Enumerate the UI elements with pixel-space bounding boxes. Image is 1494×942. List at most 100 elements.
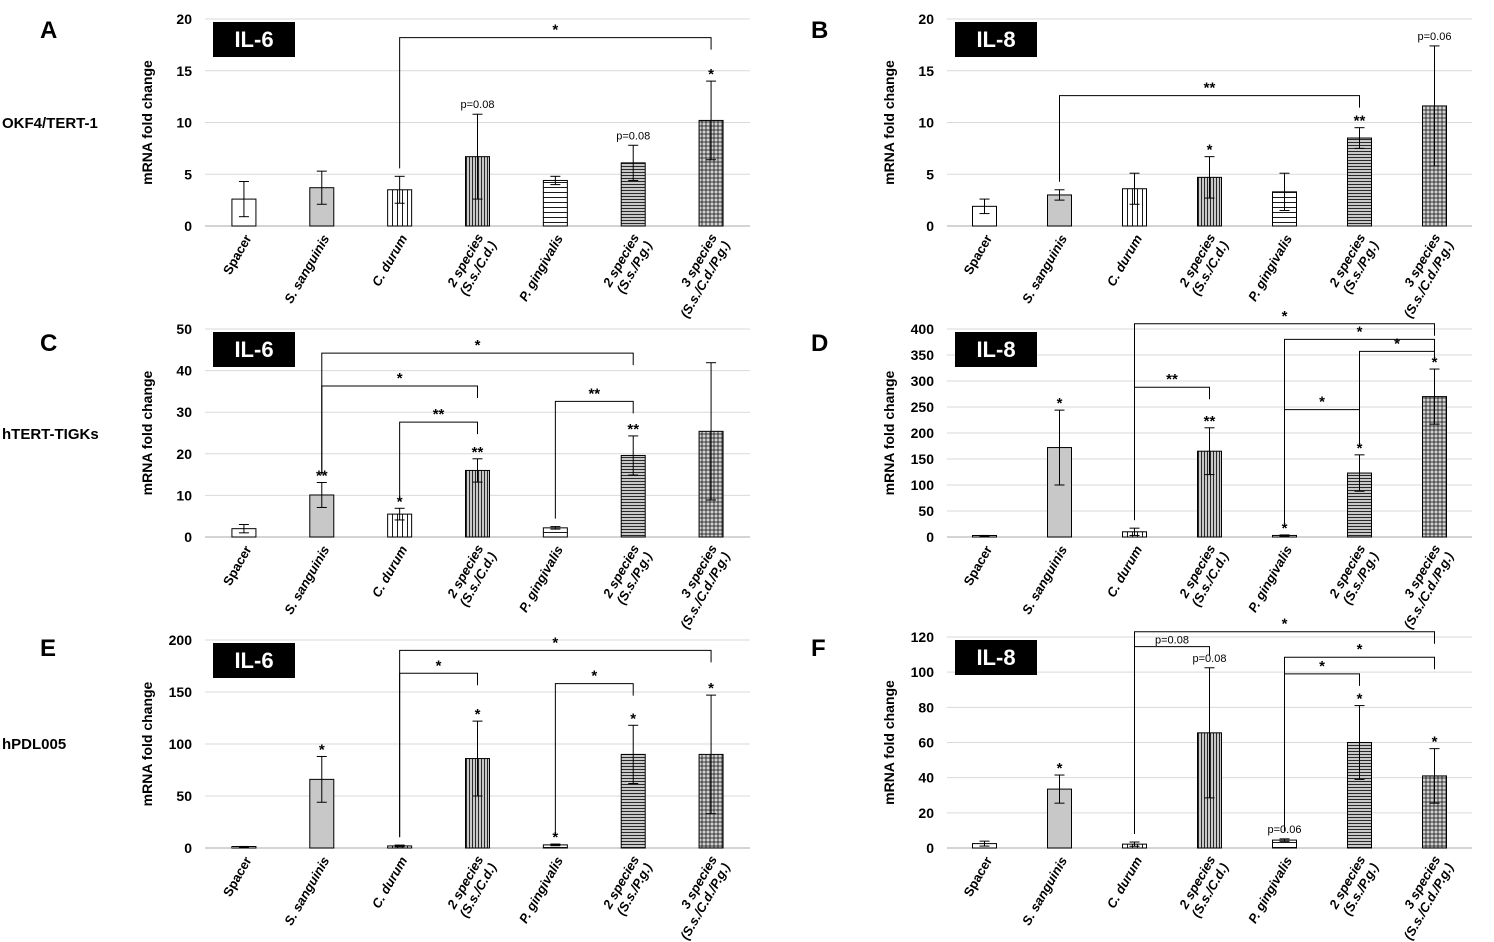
- y-tick-label: 300: [911, 373, 935, 389]
- y-tick-label: 0: [926, 840, 934, 856]
- comparison-bracket: [554, 683, 634, 837]
- significance-mark: **: [1354, 113, 1366, 130]
- bracket-label: *: [475, 337, 481, 354]
- x-tick-label: 3 species(S.s./C.d./P.g.): [1388, 853, 1457, 942]
- x-tick-label: C. durum: [369, 232, 411, 289]
- y-axis-label: mRNA fold change: [881, 370, 897, 495]
- significance-mark: *: [708, 680, 714, 697]
- significance-mark: *: [1357, 440, 1363, 457]
- x-tick-label: 3 species(S.s./C.d./P.g.): [664, 853, 733, 942]
- x-tick-label: S. sanguinis: [281, 854, 332, 928]
- x-tick-label-line: C. durum: [369, 854, 411, 911]
- bracket-label: *: [1319, 658, 1325, 675]
- x-tick-label: 2 species(S.s./P.g.): [1326, 853, 1382, 920]
- x-tick-label: 2 species(S.s./P.g.): [1326, 542, 1382, 609]
- y-tick-label: 80: [918, 699, 934, 715]
- x-tick-label-line: C. durum: [369, 543, 411, 600]
- significance-mark: **: [627, 421, 639, 438]
- x-tick-label: 2 species(S.s./C.d.): [1175, 231, 1231, 298]
- y-tick-label: 100: [169, 736, 193, 752]
- y-tick-label: 5: [926, 166, 934, 182]
- significance-mark: *: [1432, 354, 1438, 371]
- x-tick-label-line: C. durum: [1104, 232, 1146, 289]
- x-tick-label-line: Spacer: [220, 543, 255, 588]
- comparison-bracket: [321, 385, 478, 475]
- x-tick-label-line: S. sanguinis: [1019, 854, 1070, 928]
- cytokine-badge: [955, 332, 1037, 367]
- x-tick-label: S. sanguinis: [1019, 543, 1070, 617]
- y-tick-label: 20: [176, 11, 192, 27]
- x-tick-label: P. gingivalis: [1245, 854, 1295, 926]
- x-tick-label: C. durum: [1104, 232, 1146, 289]
- x-tick-label-line: Spacer: [960, 543, 995, 588]
- y-tick-label: 30: [176, 404, 192, 420]
- panel-letter-e: E: [40, 635, 56, 662]
- x-tick-label-line: P. gingivalis: [1245, 232, 1295, 304]
- comparison-bracket: [399, 672, 478, 838]
- y-tick-label: 350: [911, 347, 935, 363]
- bar: [1347, 137, 1372, 227]
- y-tick-label: 200: [911, 425, 935, 441]
- x-tick-label: 2 species(S.s./C.d.): [1175, 542, 1231, 609]
- cytokine-badge-label: IL-8: [976, 337, 1015, 362]
- x-tick-label: Spacer: [960, 543, 995, 588]
- comparison-bracket: [1359, 350, 1435, 447]
- charts-layer: 0 5 10 15 20 mRNA fold change IL-6 p=0.08 p=0.08…: [139, 11, 1472, 942]
- panel-letter-f: F: [811, 635, 826, 662]
- y-tick-label: 120: [911, 629, 935, 645]
- x-tick-label: 3 species(S.s./C.d./P.g.): [664, 231, 733, 320]
- y-tick-label: 0: [184, 529, 192, 545]
- significance-mark: *: [1432, 734, 1438, 751]
- significance-mark: *: [1057, 395, 1063, 412]
- significance-mark: *: [475, 706, 481, 723]
- y-tick-label: 5: [184, 166, 192, 182]
- x-tick-label: C. durum: [1104, 854, 1146, 911]
- cytokine-badge-label: IL-8: [976, 645, 1015, 670]
- y-tick-label: 10: [176, 115, 192, 131]
- y-tick-label: 40: [176, 363, 192, 379]
- x-tick-label: P. gingivalis: [516, 543, 566, 615]
- x-tick-label-line: Spacer: [960, 854, 995, 899]
- significance-mark: *: [1207, 142, 1213, 159]
- cytokine-badge: [213, 22, 295, 57]
- bracket-label: *: [436, 657, 442, 674]
- x-tick-label-line: Spacer: [960, 232, 995, 277]
- y-tick-label: 10: [176, 487, 192, 503]
- y-axis-label: mRNA fold change: [881, 60, 897, 185]
- bracket-label: *: [1319, 394, 1325, 411]
- row-label-htert-tigks: hTERT-TIGKs: [2, 426, 99, 443]
- y-tick-label: 0: [926, 529, 934, 545]
- comparison-bracket: [399, 37, 712, 169]
- x-tick-label: 3 species(S.s./C.d./P.g.): [1388, 542, 1457, 631]
- y-tick-label: 20: [176, 446, 192, 462]
- y-tick-label: 50: [176, 788, 192, 804]
- cytokine-badge-label: IL-6: [234, 337, 273, 362]
- y-tick-label: 100: [911, 477, 935, 493]
- y-tick-label: 0: [926, 218, 934, 234]
- comparison-bracket: [1134, 646, 1210, 835]
- x-tick-label: 2 species(S.s./P.g.): [599, 853, 655, 920]
- x-tick-label: C. durum: [369, 543, 411, 600]
- comparison-bracket: [554, 400, 634, 519]
- cytokine-badge: [955, 22, 1037, 57]
- x-tick-label: Spacer: [960, 232, 995, 277]
- bracket-label: **: [1166, 371, 1178, 388]
- x-tick-label: 2 species(S.s./P.g.): [599, 542, 655, 609]
- x-tick-label: 3 species(S.s./C.d./P.g.): [1388, 231, 1457, 320]
- bracket-label: *: [1282, 308, 1288, 325]
- significance-mark: p=0.08: [1193, 653, 1227, 665]
- x-tick-label: S. sanguinis: [1019, 854, 1070, 928]
- bracket-label: *: [397, 370, 403, 387]
- bracket-label: *: [552, 634, 558, 651]
- comparison-bracket: [1059, 95, 1360, 182]
- x-tick-label-line: S. sanguinis: [281, 232, 332, 306]
- chart-panel-d: 0 50 100 150 200 250 300 350 400 mRNA fold change…: [881, 308, 1472, 631]
- bracket-label: **: [433, 406, 445, 423]
- bracket-label: *: [1282, 616, 1288, 633]
- comparison-bracket: [399, 421, 478, 501]
- comparison-bracket: [1134, 386, 1210, 521]
- x-tick-label-line: C. durum: [1104, 543, 1146, 600]
- significance-mark: *: [708, 66, 714, 83]
